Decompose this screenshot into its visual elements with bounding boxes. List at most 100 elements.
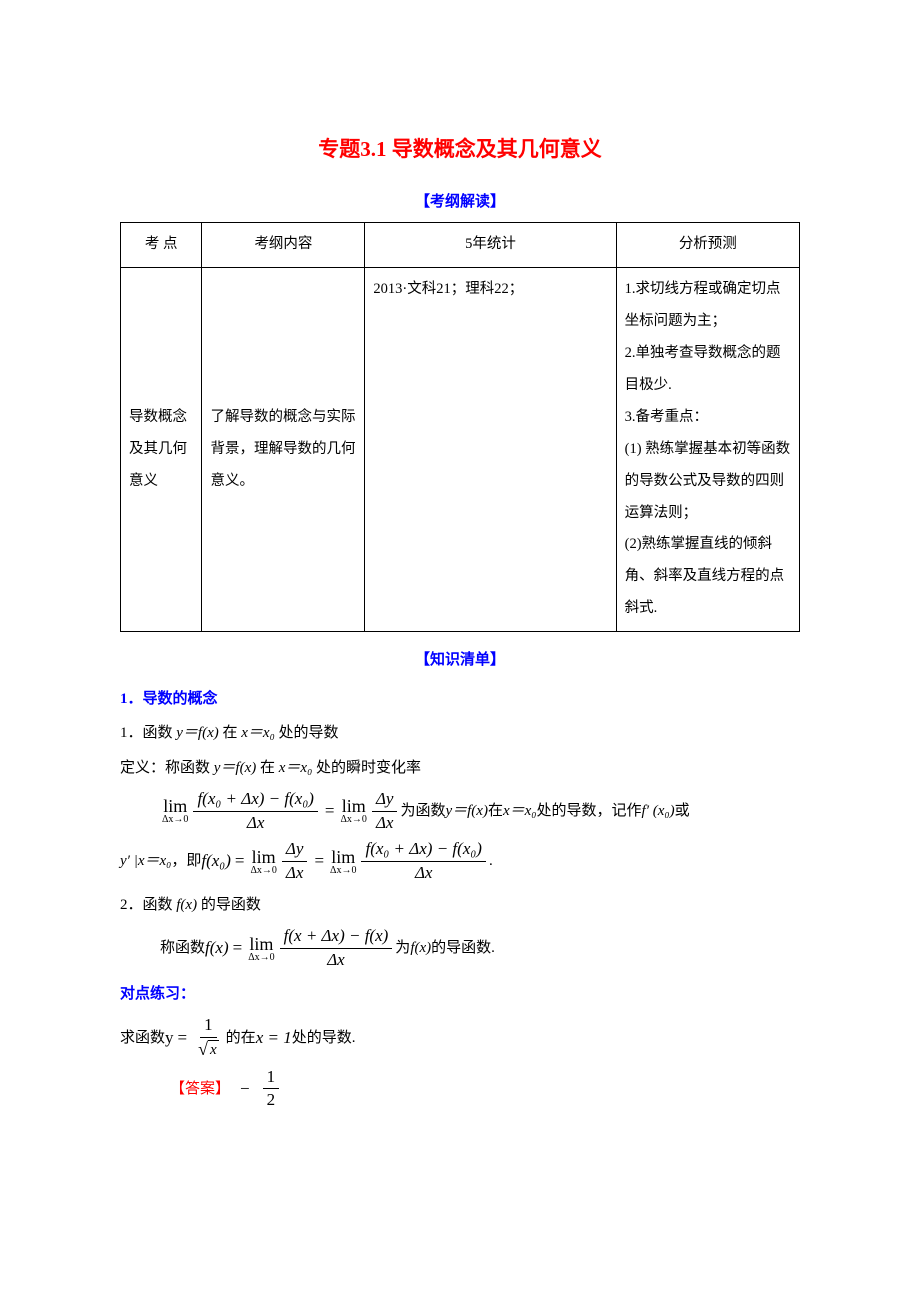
math-line-2: y′ |x＝x₀，即 f(x₀) = lim Δx→0 Δy Δx = lim …: [120, 840, 800, 882]
math-y: y: [165, 1022, 174, 1054]
frac-den: Δx: [243, 812, 269, 833]
lim-symbol: lim Δx→0: [162, 797, 188, 825]
th-topic: 考 点: [121, 223, 202, 268]
math-yfx: y＝f(x): [176, 725, 218, 741]
math-x1: x = 1: [256, 1022, 292, 1054]
text: 处的导数: [275, 725, 339, 741]
equals: =: [235, 845, 245, 877]
th-analysis: 分析预测: [616, 223, 799, 268]
fraction: Δy Δx: [282, 840, 308, 882]
text: 在: [219, 725, 242, 741]
math-yfx: y＝f(x): [445, 797, 487, 826]
sqrt-content: x: [208, 1040, 219, 1059]
math-fx: f(x): [176, 897, 197, 913]
text: 1．函数: [120, 725, 176, 741]
lim-text: lim: [249, 935, 273, 953]
math-fprime: f′ (x₀): [642, 797, 675, 826]
frac-den: Δx: [411, 862, 437, 883]
lim-text: lim: [163, 797, 187, 815]
page-title: 专题3.1 导数概念及其几何意义: [120, 130, 800, 170]
lim-sub: Δx→0: [162, 815, 188, 825]
math-fx: f(x): [205, 932, 229, 964]
answer-line: 【答案】 − 1 2: [170, 1068, 800, 1110]
syllabus-table: 考 点 考纲内容 5年统计 分析预测 导数概念及其几何意义 了解导数的概念与实际…: [120, 222, 800, 632]
frac-num: f(x + Δx) − f(x): [280, 927, 393, 949]
equals: =: [178, 1022, 188, 1054]
table-header-row: 考 点 考纲内容 5年统计 分析预测: [121, 223, 800, 268]
text: 的导函数.: [431, 934, 495, 963]
fraction-2: Δy Δx: [372, 790, 398, 832]
equals: =: [325, 795, 335, 827]
math: Δx: [247, 813, 265, 832]
frac-den: Δx: [323, 949, 349, 970]
math: Δx: [327, 950, 345, 969]
text: 处的导数.: [292, 1024, 356, 1053]
math-fx0: f(x₀): [201, 845, 231, 877]
math-fx: f(x): [410, 934, 431, 963]
text: 处的瞬时变化率: [312, 760, 421, 776]
fraction-1: f(x₀ + Δx) − f(x₀) Δx: [193, 790, 317, 832]
lim-sub: Δx→0: [330, 866, 356, 876]
lim-sub: Δx→0: [250, 866, 276, 876]
para-3: 2．函数 f(x) 的导函数: [120, 891, 800, 920]
math-line-1: lim Δx→0 f(x₀ + Δx) − f(x₀) Δx = lim Δx→…: [160, 790, 800, 832]
text: 的在: [226, 1024, 256, 1053]
math-xx0: x＝x₀: [503, 797, 537, 826]
text: 为: [395, 934, 410, 963]
math: Δx: [376, 813, 394, 832]
th-stats: 5年统计: [365, 223, 616, 268]
table-row: 导数概念及其几何意义 了解导数的概念与实际背景，理解导数的几何意义。 2013·…: [121, 268, 800, 632]
frac-num: 1: [263, 1068, 280, 1090]
fraction: f(x + Δx) − f(x) Δx: [280, 927, 393, 969]
text: 2．函数: [120, 897, 176, 913]
frac-num: Δy: [372, 790, 398, 812]
frac-num: Δy: [282, 840, 308, 862]
td-topic: 导数概念及其几何意义: [121, 268, 202, 632]
dot: .: [489, 847, 493, 876]
para-2: 定义：称函数 y＝f(x) 在 x＝x₀ 处的瞬时变化率: [120, 754, 800, 783]
td-content: 了解导数的概念与实际背景，理解导数的几何意义。: [202, 268, 365, 632]
answer-label: 【答案】: [170, 1075, 230, 1104]
heading-derivative-concept: 1．导数的概念: [120, 685, 800, 714]
math-yprime: y′ |x＝x₀: [120, 847, 171, 876]
text: 称函数: [160, 934, 205, 963]
frac-num: f(x₀ + Δx) − f(x₀): [193, 790, 317, 812]
math: Δy: [286, 839, 304, 858]
text: 在: [256, 760, 279, 776]
math-yfx: y＝f(x): [214, 760, 256, 776]
frac-num: f(x₀ + Δx) − f(x₀): [361, 840, 485, 862]
text: 或: [675, 797, 690, 826]
lim-sub: Δx→0: [341, 815, 367, 825]
td-stats: 2013·文科21；理科22；: [365, 268, 616, 632]
frac-den: 2: [263, 1089, 280, 1110]
lim-sub: Δx→0: [248, 953, 274, 963]
para-1: 1．函数 y＝f(x) 在 x＝x₀ 处的导数: [120, 719, 800, 748]
math-xx0: x＝x₀: [241, 725, 275, 741]
td-analysis: 1.求切线方程或确定切点坐标问题为主； 2.单独考查导数概念的题目极少. 3.备…: [616, 268, 799, 632]
text: 为函数: [400, 797, 445, 826]
text: 求函数: [120, 1024, 165, 1053]
lim-symbol: lim Δx→0: [330, 848, 356, 876]
frac-den: Δx: [372, 812, 398, 833]
fraction-answer: 1 2: [263, 1068, 280, 1110]
heading-practice: 对点练习：: [120, 980, 800, 1009]
equals: =: [233, 932, 243, 964]
fraction: f(x₀ + Δx) − f(x₀) Δx: [361, 840, 485, 882]
text: ，即: [171, 847, 201, 876]
th-content: 考纲内容: [202, 223, 365, 268]
text: 定义：称函数: [120, 760, 214, 776]
section-zhishi: 【知识清单】: [120, 646, 800, 675]
frac-den: √ x: [194, 1038, 223, 1060]
equals: =: [314, 845, 324, 877]
section-kaogang: 【考纲解读】: [120, 188, 800, 217]
lim-text: lim: [252, 848, 276, 866]
math: Δy: [376, 789, 394, 808]
lim-symbol: lim Δx→0: [248, 935, 274, 963]
math: f(x + Δx) − f(x): [284, 926, 389, 945]
lim-symbol: lim Δx→0: [250, 848, 276, 876]
math-xx0: x＝x₀: [279, 760, 313, 776]
math: f(x₀ + Δx) − f(x₀): [365, 839, 481, 858]
text: 在: [488, 797, 503, 826]
lim-text: lim: [342, 797, 366, 815]
math: Δx: [415, 863, 433, 882]
